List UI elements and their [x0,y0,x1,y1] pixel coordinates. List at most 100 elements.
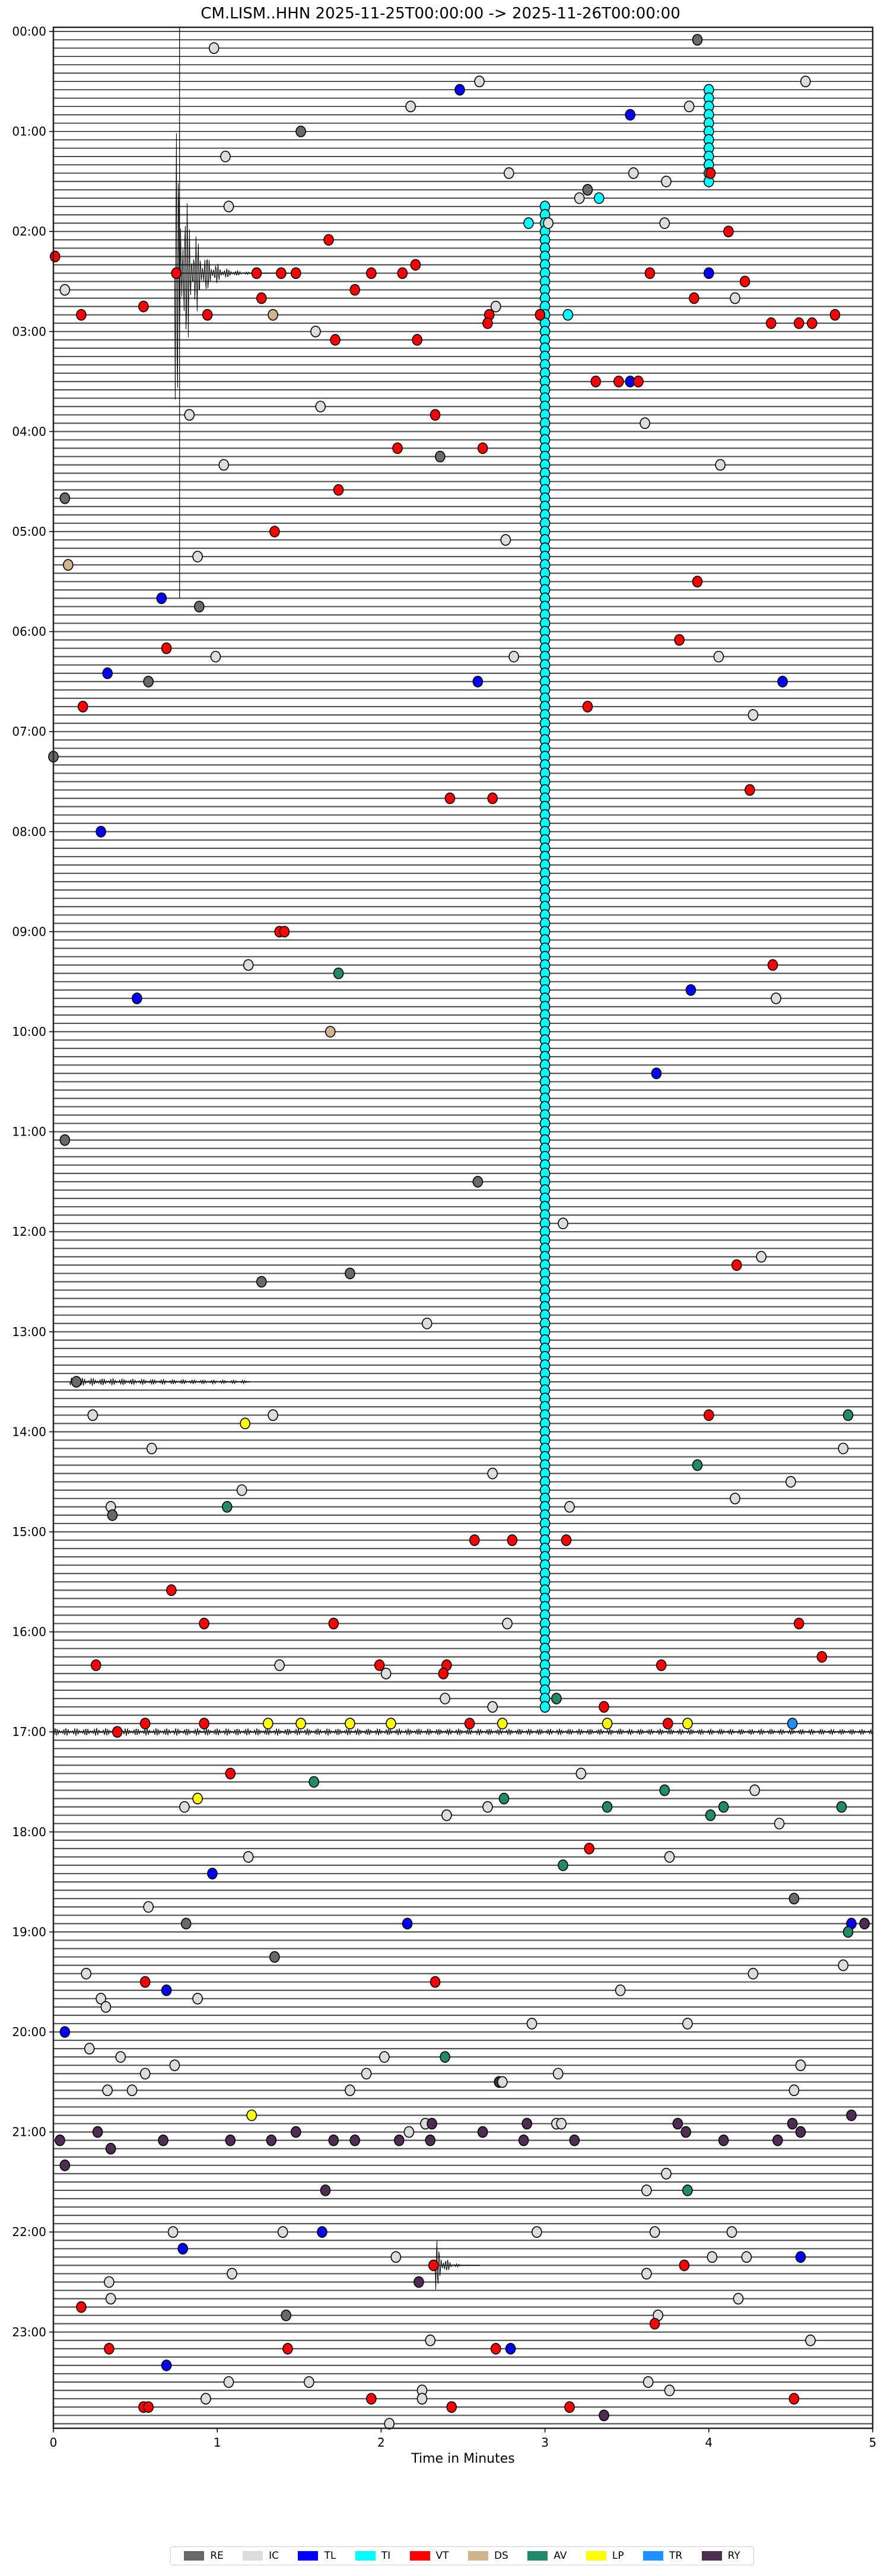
event-marker-vt [412,334,422,346]
y-tick-label: 14:00 [12,1424,46,1439]
event-marker-ic [143,1901,154,1913]
event-marker-lp [192,1792,203,1805]
tremor-waveform [69,1378,250,1386]
event-marker-ry [105,2142,116,2155]
event-marker-ic [649,2226,660,2238]
event-marker-ic [713,650,724,663]
event-marker-vt [793,317,804,329]
y-tick-label: 21:00 [12,2125,46,2139]
legend-label: RY [727,2550,740,2562]
event-marker-av [836,1801,847,1813]
event-marker-ic [379,2051,390,2063]
legend-swatch [643,2551,663,2561]
y-tick-label: 08:00 [12,825,46,839]
event-marker-ic [403,2126,415,2138]
event-marker-ry [425,2134,436,2146]
event-marker-vt [76,2301,87,2313]
event-marker-vt [323,234,334,246]
event-marker-ic [564,1501,575,1513]
event-marker-ic [115,2051,126,2063]
event-marker-tl [156,592,167,605]
event-marker-vt [723,225,734,238]
event-marker-tr [787,1718,798,1729]
event-marker-tl [161,1984,172,1996]
event-marker-vt [564,2401,575,2413]
event-marker-ic [146,1442,157,1455]
legend-item: TL [298,2550,336,2562]
event-marker-av [221,1501,233,1513]
event-marker-ic [748,709,759,721]
event-marker-ic [315,400,326,413]
event-marker-ic [474,75,485,88]
event-marker-vt [674,634,685,646]
event-marker-ic [345,2084,355,2097]
event-marker-ry [599,2409,609,2422]
event-marker-av [718,1801,729,1813]
event-marker-vt [477,442,488,454]
chart-title: CM.LISM..HHN 2025-11-25T00:00:00 -> 2025… [201,5,680,23]
event-marker-re [788,1893,800,1904]
plot-frame [52,26,874,2429]
event-marker-vt [438,1668,449,1680]
x-tick-label: 4 [705,2435,713,2450]
event-marker-vt [279,926,290,938]
event-marker-re [269,1951,280,1963]
event-marker-ic [558,1217,568,1229]
event-marker-ry [718,2134,729,2146]
event-marker-vt [444,792,456,804]
event-marker-vt [613,376,624,387]
event-marker-vt [202,309,213,321]
event-marker-ti [593,192,605,204]
event-marker-ic [487,1701,498,1713]
event-marker-ic [774,1817,785,1830]
event-marker-tl [685,984,696,996]
event-marker-ic [441,1809,452,1821]
event-marker-ry [518,2134,529,2146]
legend-item: LP [586,2550,624,2562]
y-tick-label: 20:00 [12,2025,46,2039]
legend-swatch [298,2551,319,2561]
event-marker-vt [112,1726,123,1738]
event-marker-ic [490,300,501,313]
event-marker-ic [380,1668,392,1680]
event-marker-ry [672,2117,683,2130]
event-marker-vt [599,1701,609,1713]
event-marker-ry [477,2126,488,2138]
event-marker-ds [63,559,74,571]
event-marker-vt [692,575,703,588]
event-marker-vt [166,1584,177,1597]
event-marker-tl [777,676,788,688]
event-marker-vt [430,1976,441,1988]
legend-swatch [586,2551,606,2561]
event-marker-ic [210,650,221,663]
event-marker-vt [139,1976,151,1988]
y-tick-label: 00:00 [12,24,46,39]
y-tick-label: 05:00 [12,524,46,539]
event-marker-av [558,1859,568,1871]
event-marker-ic [167,2226,179,2238]
event-marker-tl [704,267,714,279]
event-marker-vt [582,701,593,713]
x-axis-label: Time in Minutes [411,2451,515,2466]
event-marker-ry [225,2134,236,2146]
event-marker-vt [49,250,61,263]
legend-swatch [467,2551,488,2561]
event-marker-ic [733,2292,744,2305]
legend-label: VT [435,2550,449,2562]
event-marker-av [659,1784,670,1796]
y-tick-label: 13:00 [12,1325,46,1339]
y-tick-label: 07:00 [12,724,46,739]
legend-item: VT [409,2550,449,2562]
event-marker-re [194,600,205,613]
event-marker-ic [482,1801,493,1813]
event-marker-vt [349,284,361,296]
event-marker-tl [161,2359,172,2371]
event-marker-ic [628,167,639,179]
event-marker-ic [531,2226,542,2238]
legend-item: AV [527,2550,567,2562]
event-marker-av [682,2184,693,2196]
event-marker-ic [756,1251,766,1263]
event-marker-ic [243,1851,254,1863]
event-marker-ic [440,1693,450,1704]
event-marker-ic [416,2393,428,2405]
